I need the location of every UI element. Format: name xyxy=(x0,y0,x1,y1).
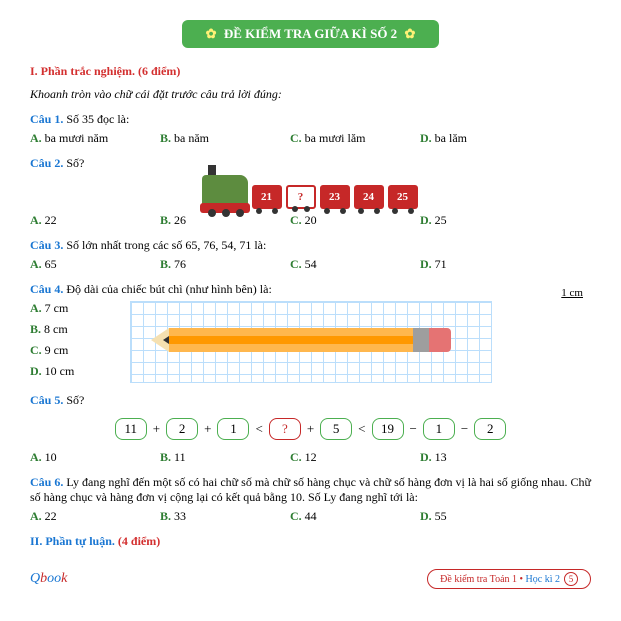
title: ĐỀ KIỂM TRA GIỮA KÌ SỐ 2 xyxy=(224,26,397,41)
q1-options: A. ba mươi năm B. ba năm C. ba mươi lăm … xyxy=(30,131,591,146)
flower-icon: ✿ xyxy=(404,26,415,41)
ruler-grid xyxy=(130,301,492,383)
q6-opt-b[interactable]: B. 33 xyxy=(160,509,280,524)
train-car: 24 xyxy=(354,185,384,209)
question-4: Câu 4. Độ dài của chiếc bút chì (như hìn… xyxy=(30,282,591,297)
flower-icon: ✿ xyxy=(206,26,217,41)
q1-opt-c[interactable]: C. ba mươi lăm xyxy=(290,131,410,146)
q1-opt-a[interactable]: A. ba mươi năm xyxy=(30,131,150,146)
q1-opt-b[interactable]: B. ba năm xyxy=(160,131,280,146)
ruler-area: 1 cm xyxy=(130,301,591,383)
brand-logo: Qbook xyxy=(30,571,67,587)
q4-opt-d[interactable]: D. 10 cm xyxy=(30,364,110,379)
train-graphic: 21 ? 23 24 25 xyxy=(30,175,591,209)
q2-opt-a[interactable]: A. 22 xyxy=(30,213,150,228)
pencil-icon xyxy=(151,328,451,352)
q2-opt-b[interactable]: B. 26 xyxy=(160,213,280,228)
question-2: Câu 2. Số? xyxy=(30,156,591,171)
q4-opt-c[interactable]: C. 9 cm xyxy=(30,343,110,358)
q3-opt-b[interactable]: B. 76 xyxy=(160,257,280,272)
q1-opt-d[interactable]: D. ba lăm xyxy=(420,131,540,146)
q4-options: A. 7 cm B. 8 cm C. 9 cm D. 10 cm xyxy=(30,301,110,383)
instruction: Khoanh tròn vào chữ cái đặt trước câu tr… xyxy=(30,87,591,102)
q5-opt-d[interactable]: D. 13 xyxy=(420,450,540,465)
footer: Qbook Đề kiểm tra Toán 1 • Học kì 25 xyxy=(30,569,591,589)
expression: 11 + 2 + 1 < ? + 5 < 19 − 1 − 2 xyxy=(30,418,591,440)
q6-options: A. 22 B. 33 C. 44 D. 55 xyxy=(30,509,591,524)
question-6: Câu 6. Ly đang nghĩ đến một số có hai ch… xyxy=(30,475,591,505)
train-car-missing: ? xyxy=(286,185,316,209)
q5-opt-a[interactable]: A. 10 xyxy=(30,450,150,465)
q3-options: A. 65 B. 76 C. 54 D. 71 xyxy=(30,257,591,272)
q6-opt-c[interactable]: C. 44 xyxy=(290,509,410,524)
train-car: 23 xyxy=(320,185,350,209)
q5-opt-b[interactable]: B. 11 xyxy=(160,450,280,465)
title-banner: ✿ ĐỀ KIỂM TRA GIỮA KÌ SỐ 2 ✿ xyxy=(182,20,440,48)
question-1: Câu 1. Số 35 đọc là: xyxy=(30,112,591,127)
footer-pill: Đề kiểm tra Toán 1 • Học kì 25 xyxy=(427,569,591,589)
question-5: Câu 5. Số? xyxy=(30,393,591,408)
section-1-head: I. Phần trắc nghiệm. (6 điểm) xyxy=(30,64,591,79)
q3-opt-d[interactable]: D. 71 xyxy=(420,257,540,272)
q2-opt-d[interactable]: D. 25 xyxy=(420,213,540,228)
q6-opt-d[interactable]: D. 55 xyxy=(420,509,540,524)
page-number: 5 xyxy=(564,572,578,586)
section-2-head: II. Phần tự luận. (4 điểm) xyxy=(30,534,591,549)
scale-label: 1 cm xyxy=(561,287,583,299)
locomotive-icon xyxy=(202,175,248,209)
q4-opt-a[interactable]: A. 7 cm xyxy=(30,301,110,316)
q2-opt-c[interactable]: C. 20 xyxy=(290,213,410,228)
q5-options: A. 10 B. 11 C. 12 D. 13 xyxy=(30,450,591,465)
train-car: 25 xyxy=(388,185,418,209)
question-3: Câu 3. Số lớn nhất trong các số 65, 76, … xyxy=(30,238,591,253)
q5-opt-c[interactable]: C. 12 xyxy=(290,450,410,465)
q3-opt-c[interactable]: C. 54 xyxy=(290,257,410,272)
train-car: 21 xyxy=(252,185,282,209)
pencil-figure: A. 7 cm B. 8 cm C. 9 cm D. 10 cm 1 cm xyxy=(30,301,591,383)
q6-opt-a[interactable]: A. 22 xyxy=(30,509,150,524)
q3-opt-a[interactable]: A. 65 xyxy=(30,257,150,272)
q2-options: A. 22 B. 26 C. 20 D. 25 xyxy=(30,213,591,228)
q4-opt-b[interactable]: B. 8 cm xyxy=(30,322,110,337)
